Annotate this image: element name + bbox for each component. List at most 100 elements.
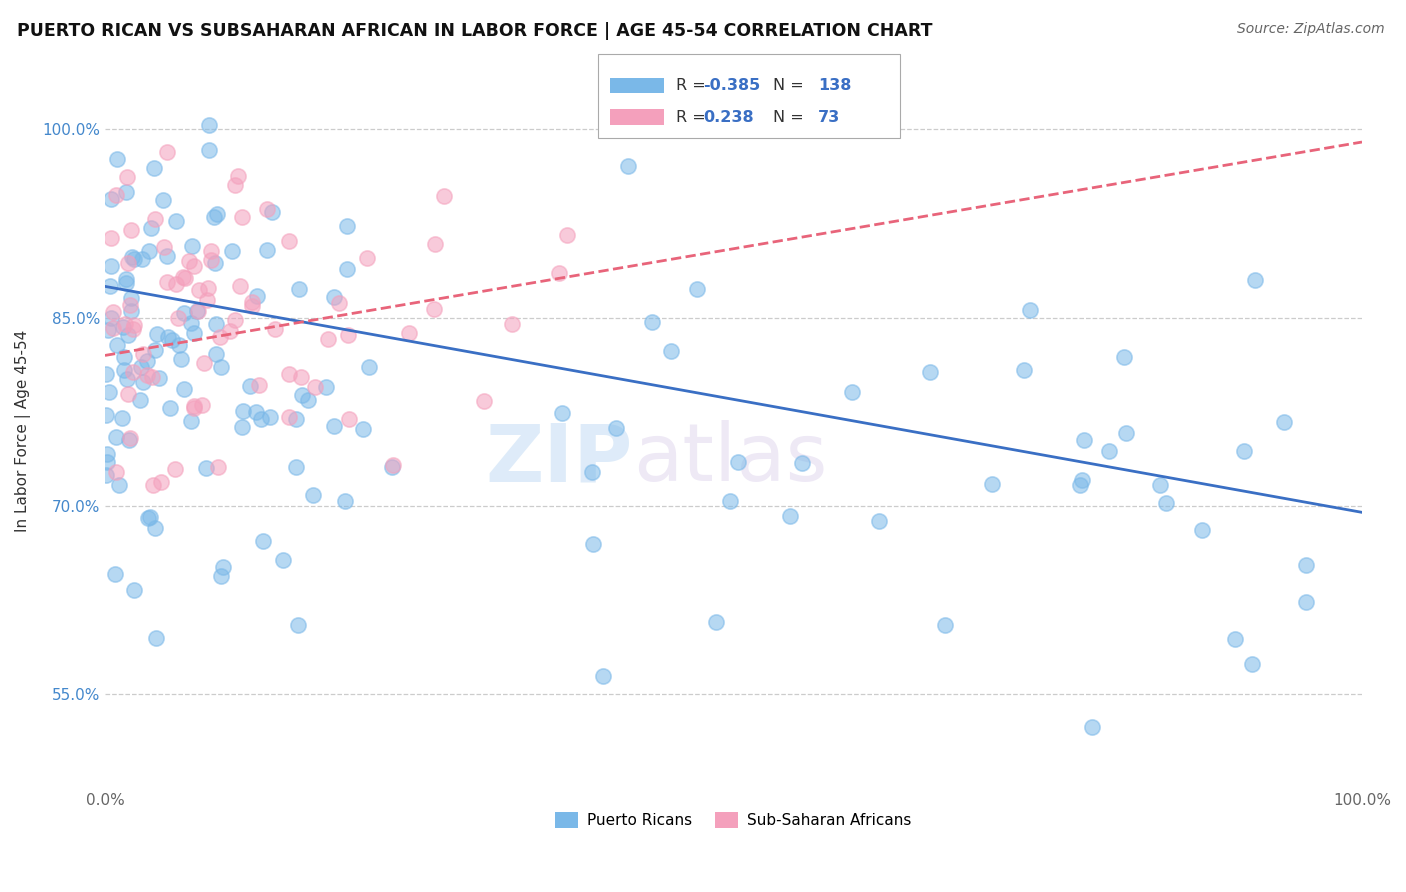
Text: ZIP: ZIP (485, 420, 633, 499)
Point (605, 421, 627, 435)
Point (197, 280, 219, 294)
Point (142, 478, 165, 492)
Text: atlas: atlas (633, 420, 827, 499)
Point (1233, 444, 1256, 458)
Point (117, 327, 139, 342)
Point (551, 406, 574, 420)
Point (143, 343, 166, 357)
Point (143, 211, 166, 226)
Point (256, 244, 278, 258)
Point (200, 253, 222, 268)
Point (231, 210, 253, 224)
Point (122, 582, 145, 597)
Point (136, 511, 159, 525)
Point (186, 303, 208, 318)
Point (96, 467, 118, 482)
Point (207, 460, 229, 475)
Point (104, 566, 127, 581)
Point (592, 668, 614, 682)
Point (302, 488, 325, 502)
Point (173, 306, 195, 320)
Point (101, 321, 124, 335)
Point (198, 143, 221, 157)
Point (173, 383, 195, 397)
Point (204, 256, 226, 270)
Point (97, 323, 120, 337)
Point (104, 465, 127, 479)
Point (1272, 415, 1295, 429)
Point (277, 367, 299, 381)
Point (718, 493, 741, 508)
Point (245, 405, 267, 419)
Point (1081, 720, 1104, 734)
Point (398, 326, 420, 340)
Point (120, 304, 142, 318)
Point (195, 460, 218, 475)
Point (252, 534, 274, 549)
Point (183, 259, 205, 273)
Point (114, 185, 136, 199)
Point (920, 365, 942, 379)
Point (105, 152, 128, 166)
Text: Source: ZipAtlas.com: Source: ZipAtlas.com (1237, 22, 1385, 37)
Point (138, 244, 160, 258)
Point (841, 384, 863, 399)
Point (1240, 657, 1263, 672)
Point (115, 372, 138, 386)
Point (183, 401, 205, 415)
Point (118, 434, 141, 448)
Point (1018, 303, 1040, 318)
Point (548, 266, 571, 280)
Point (180, 316, 202, 330)
Point (381, 460, 404, 475)
FancyBboxPatch shape (610, 78, 664, 94)
Point (212, 560, 235, 574)
Point (98, 278, 121, 293)
Point (108, 477, 131, 491)
Point (659, 343, 682, 358)
Point (143, 161, 166, 176)
Point (423, 302, 446, 317)
Point (96, 454, 118, 468)
Y-axis label: In Labor Force | Age 45-54: In Labor Force | Age 45-54 (15, 330, 31, 532)
Point (209, 359, 232, 374)
Point (118, 298, 141, 312)
Point (193, 356, 215, 370)
Point (1115, 426, 1137, 441)
Point (1112, 350, 1135, 364)
Point (114, 317, 136, 331)
Point (100, 260, 122, 274)
Point (291, 388, 314, 402)
Point (200, 244, 222, 259)
Point (156, 249, 179, 263)
Point (195, 293, 218, 307)
Point (246, 289, 269, 303)
Point (336, 219, 359, 233)
Point (152, 193, 174, 207)
Point (198, 118, 221, 132)
Point (181, 239, 204, 253)
Point (555, 227, 578, 242)
Point (160, 333, 183, 347)
Point (177, 253, 200, 268)
Point (1069, 478, 1091, 492)
Point (204, 210, 226, 224)
Point (112, 350, 135, 364)
Point (582, 537, 605, 551)
Point (1244, 273, 1267, 287)
Point (117, 387, 139, 401)
Point (1191, 524, 1213, 538)
Point (221, 244, 243, 258)
Point (156, 275, 179, 289)
Point (218, 324, 240, 338)
Point (120, 223, 142, 237)
Point (165, 214, 187, 228)
Point (352, 422, 374, 436)
Point (150, 475, 173, 490)
Point (229, 278, 252, 293)
Point (98, 385, 121, 400)
Point (148, 371, 170, 385)
Point (1295, 558, 1317, 572)
Point (322, 290, 344, 304)
Text: N =: N = (773, 110, 808, 125)
